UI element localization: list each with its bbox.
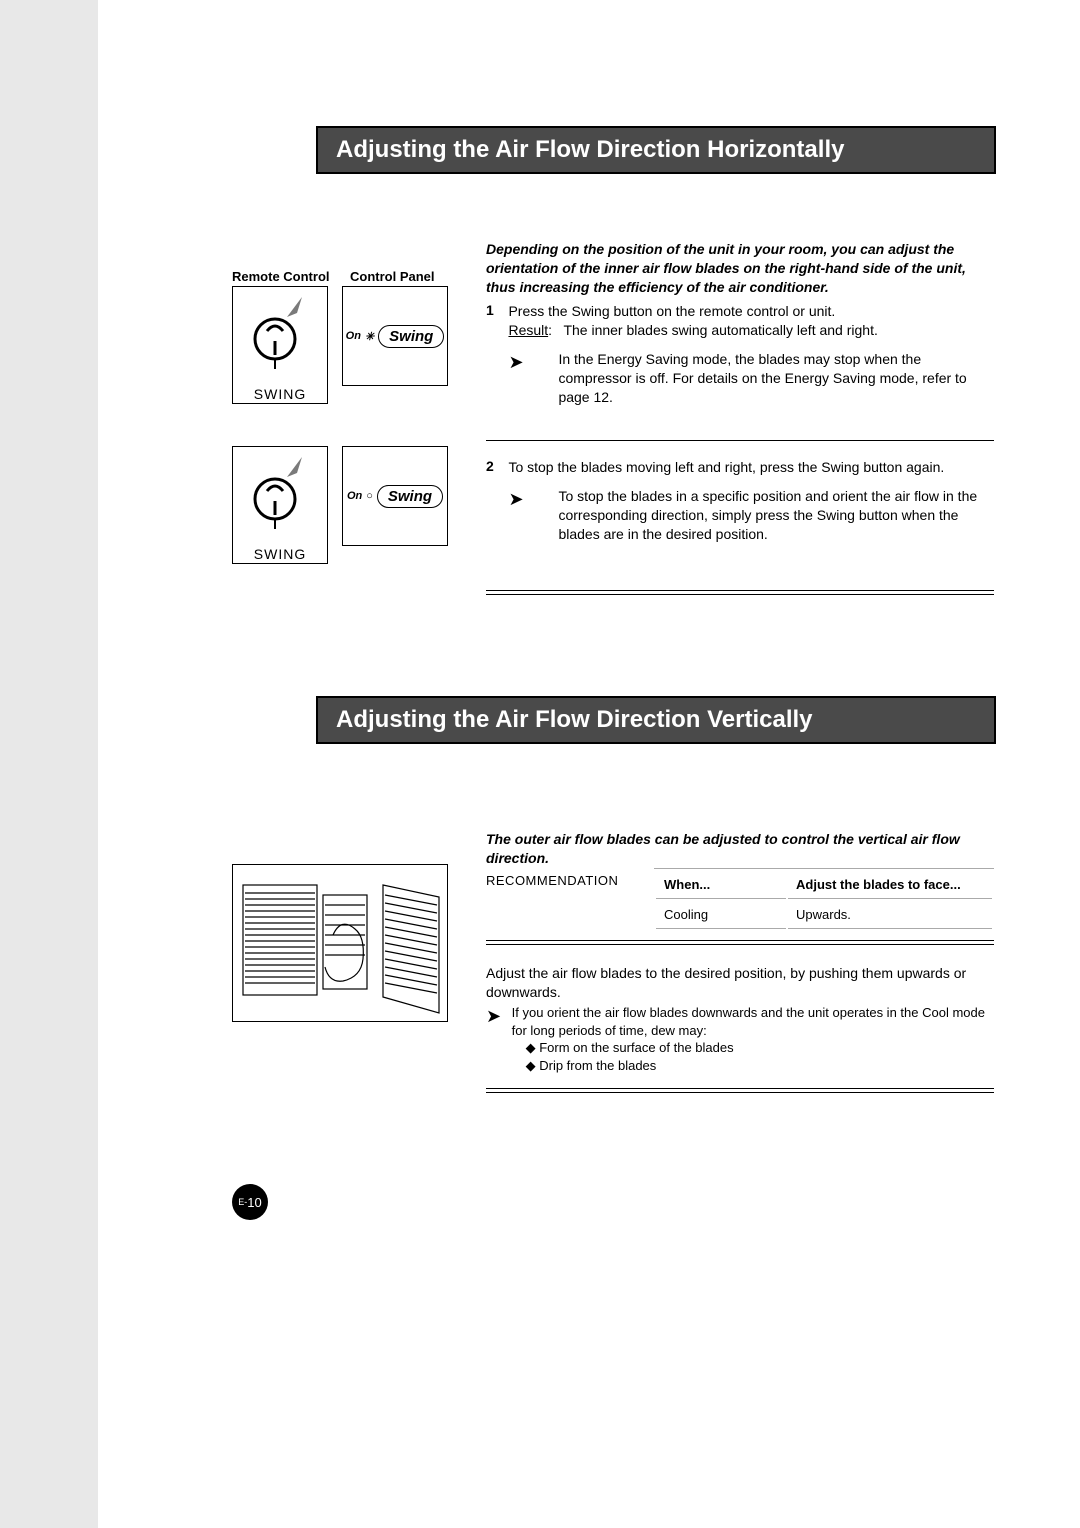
remote-swing-figure-2: SWING xyxy=(232,446,328,564)
swing-pill-2: Swing xyxy=(377,485,443,508)
divider-4a xyxy=(486,1088,994,1089)
table-row: Cooling Upwards. xyxy=(656,901,992,929)
step-1: 1 Press the Swing button on the remote c… xyxy=(486,302,994,406)
section2-title-bar: Adjusting the Air Flow Direction Vertica… xyxy=(316,696,996,744)
swing-remote-icon-2 xyxy=(247,455,313,539)
recommendation-label: RECOMMENDATION xyxy=(486,873,646,888)
step-2-num: 2 xyxy=(486,458,504,474)
sidebar-gray xyxy=(0,0,98,1528)
step-1-body: Press the Swing button on the remote con… xyxy=(508,302,986,406)
panel-swing-figure-2: On ○ Swing xyxy=(342,446,448,546)
step-1-note-wrap: In the Energy Saving mode, the blades ma… xyxy=(508,350,986,407)
page-content: Adjusting the Air Flow Direction Horizon… xyxy=(98,0,978,1528)
recommendation-table: When... Adjust the blades to face... Coo… xyxy=(654,868,994,931)
page-prefix: E- xyxy=(238,1197,247,1207)
th-when: When... xyxy=(656,871,786,899)
td-adjust: Upwards. xyxy=(788,901,992,929)
on-label-2: On xyxy=(347,490,362,502)
step-1-note: In the Energy Saving mode, the blades ma… xyxy=(536,350,986,407)
step-2-note: To stop the blades in a specific positio… xyxy=(536,487,986,544)
step-1-num: 1 xyxy=(486,302,504,318)
result-text: The inner blades swing automatically lef… xyxy=(563,322,877,338)
label-control-panel: Control Panel xyxy=(350,269,435,284)
dew-item-1: Form on the surface of the blades xyxy=(526,1039,988,1057)
step-1-text: Press the Swing button on the remote con… xyxy=(508,303,835,319)
swing-caption-1: SWING xyxy=(233,386,327,402)
remote-swing-figure-1: SWING xyxy=(232,286,328,404)
section1-title: Adjusting the Air Flow Direction Horizon… xyxy=(336,136,844,163)
step-2-body: To stop the blades moving left and right… xyxy=(508,458,986,544)
page-number: 10 xyxy=(247,1195,261,1210)
section2-title: Adjusting the Air Flow Direction Vertica… xyxy=(336,706,813,733)
divider-1 xyxy=(486,440,994,441)
panel-swing-figure-1: On ✳ Swing xyxy=(342,286,448,386)
divider-2a xyxy=(486,590,994,591)
divider-2b xyxy=(486,594,994,595)
section1-title-bar: Adjusting the Air Flow Direction Horizon… xyxy=(316,126,996,174)
table-header-row: When... Adjust the blades to face... xyxy=(656,871,992,899)
swing-pill-1: Swing xyxy=(378,325,444,348)
step-2-note-wrap: To stop the blades in a specific positio… xyxy=(508,487,986,544)
result-label: Result xyxy=(508,322,548,338)
divider-4b xyxy=(486,1092,994,1093)
dew-note-text: If you orient the air flow blades downwa… xyxy=(512,1005,985,1038)
adjust-instruction: Adjust the air flow blades to the desire… xyxy=(486,964,994,1002)
section1-intro: Depending on the position of the unit in… xyxy=(486,240,986,297)
label-remote-control: Remote Control xyxy=(232,269,330,284)
vent-figure xyxy=(232,864,448,1022)
step-2: 2 To stop the blades moving left and rig… xyxy=(486,458,994,544)
divider-3b xyxy=(486,944,994,945)
arrow-icon: ➤ xyxy=(486,1004,508,1028)
section2-intro: The outer air flow blades can be adjuste… xyxy=(486,830,986,868)
step-2-text: To stop the blades moving left and right… xyxy=(508,459,944,475)
th-adjust: Adjust the blades to face... xyxy=(788,871,992,899)
circle-icon: ○ xyxy=(366,490,373,502)
sun-icon: ✳ xyxy=(365,330,374,343)
divider-3a xyxy=(486,940,994,941)
dew-list: Form on the surface of the blades Drip f… xyxy=(512,1039,988,1074)
dew-note: ➤ If you orient the air flow blades down… xyxy=(486,1004,994,1074)
page-number-badge: E-10 xyxy=(232,1184,268,1220)
dew-item-2: Drip from the blades xyxy=(526,1057,988,1075)
swing-remote-icon xyxy=(247,295,313,379)
on-label-1: On xyxy=(346,330,361,342)
swing-caption-2: SWING xyxy=(233,546,327,562)
vent-illustration-icon xyxy=(233,865,449,1023)
td-when: Cooling xyxy=(656,901,786,929)
